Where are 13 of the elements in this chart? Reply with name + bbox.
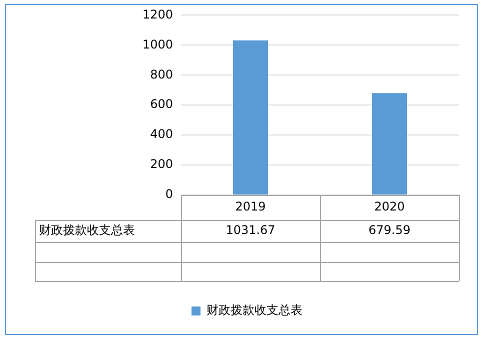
y-tick-label: 800 (150, 67, 173, 82)
y-tick-label: 400 (150, 127, 173, 142)
text: 财政拨款收支总表 (39, 223, 135, 238)
y-tick-label: 600 (150, 97, 173, 112)
y-tick-label: 200 (150, 157, 173, 172)
data-label: 679.59 (368, 223, 410, 238)
x-tick-label: 2020 (374, 200, 405, 214)
data-label: 1031.67 (226, 223, 276, 238)
y-tick-label: 1000 (142, 37, 173, 52)
x-tick-label: 2019 (235, 200, 266, 214)
legend-label: 财政拨款收支总表 (206, 303, 302, 318)
y-tick-label: 1200 (142, 7, 173, 22)
y-tick-label: 0 (165, 187, 173, 202)
